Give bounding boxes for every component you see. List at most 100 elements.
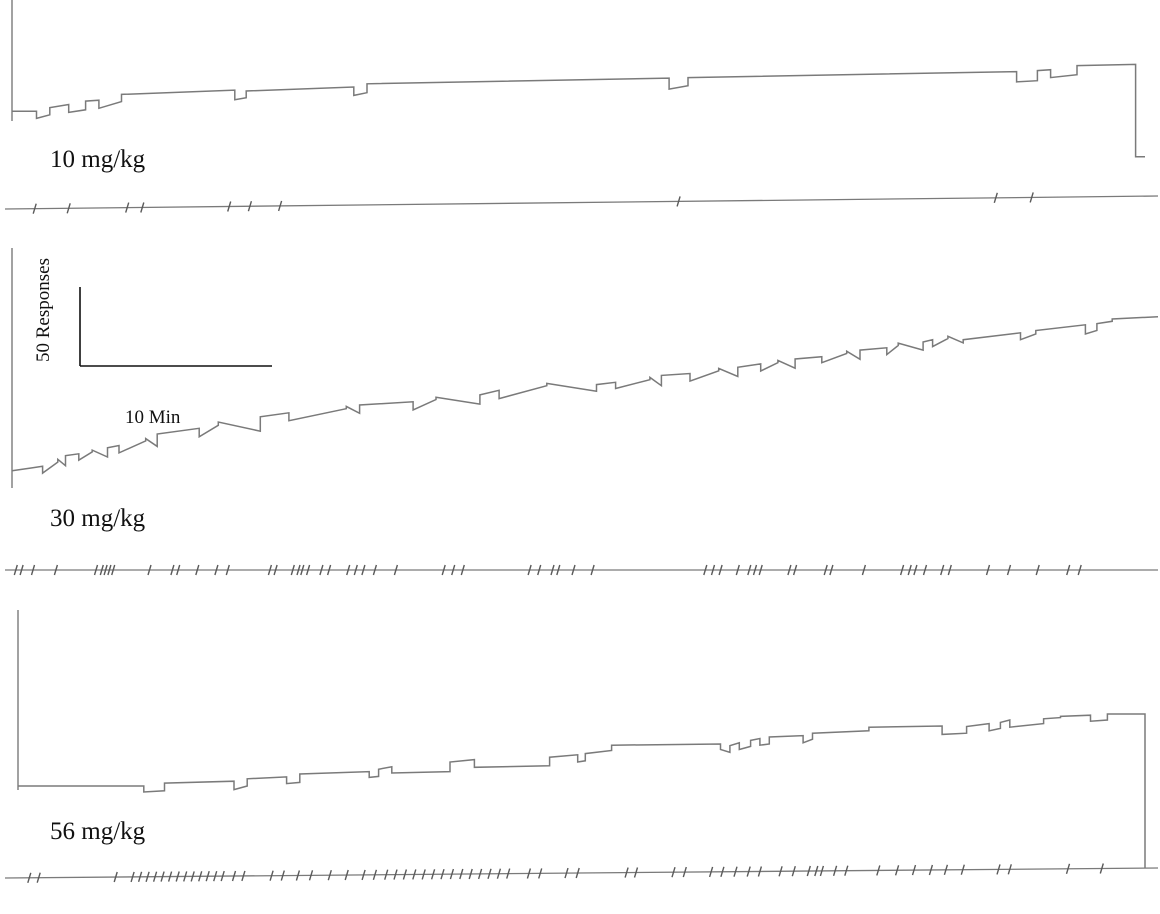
- panel-3-event-mark: [183, 871, 188, 882]
- panel-2-event-mark: [305, 564, 311, 576]
- panel-3-event-line: [4, 867, 1159, 879]
- panel-2-event-mark: [393, 564, 399, 576]
- panel-3-event-mark: [487, 868, 492, 880]
- panel-2-event-mark: [93, 564, 99, 576]
- panel-3-event-mark: [819, 865, 825, 877]
- panel-3-event-mark: [269, 870, 274, 881]
- panel-3-event-mark: [130, 871, 135, 883]
- panel-3-event-mark: [746, 866, 751, 877]
- panel-3-event-mark: [928, 864, 934, 876]
- panel-2-event-mark: [718, 564, 723, 576]
- panel-3-event-mark: [308, 870, 314, 881]
- panel-2-event-mark: [922, 564, 928, 576]
- panel-3-event-mark: [708, 866, 714, 878]
- panel-3-event-mark: [943, 864, 949, 876]
- panel-1-event-mark: [993, 192, 998, 204]
- panel-1-event-mark: [66, 203, 71, 214]
- panel-3-event-mark: [440, 868, 445, 880]
- panel-3-event-mark: [778, 866, 783, 877]
- panel-3-dose-label: 56 mg/kg: [50, 818, 146, 845]
- panel-2-event-mark: [13, 564, 18, 576]
- panel-3-cumulative-trace: [18, 713, 1146, 868]
- panel-1-event-mark: [1029, 192, 1034, 203]
- panel-3-event-mark: [468, 868, 473, 880]
- panel-1-event-mark: [125, 202, 130, 213]
- panel-2-cumulative-trace: [11, 315, 1159, 475]
- panel-2-event-mark: [225, 564, 230, 576]
- panel-3-event-mark: [213, 870, 218, 882]
- panel-3-event-mark: [538, 868, 543, 879]
- panel-3-event-mark: [733, 866, 738, 877]
- panel-2-event-mark: [460, 564, 465, 576]
- panel-1-event-mark: [140, 202, 145, 213]
- panel-3-event-mark: [241, 870, 246, 882]
- panel-2-event-mark: [947, 564, 952, 576]
- panel-3-event-mark: [167, 871, 173, 882]
- panel-2-event-mark: [103, 564, 108, 576]
- panel-2-event-mark: [710, 564, 716, 576]
- panel-3-event-mark: [791, 865, 796, 877]
- panel-1-dose-label: 10 mg/kg: [50, 146, 146, 173]
- panel-2-event-mark: [147, 564, 152, 576]
- panel-3-event-mark: [844, 865, 849, 876]
- panel-3-event-mark: [36, 872, 41, 883]
- panel-3-event-mark: [361, 869, 366, 881]
- scale-bar-y-label: 50 Responses: [33, 258, 54, 362]
- panel-3-event-mark: [160, 871, 165, 882]
- panel-2-event-mark: [913, 564, 918, 576]
- panel-3-event-mark: [295, 870, 301, 881]
- panel-3-event-mark: [832, 865, 838, 877]
- panel-1-event-mark: [676, 196, 681, 207]
- panel-3-event-mark: [564, 867, 569, 879]
- panel-2-event-mark: [214, 564, 219, 576]
- panel-2-event-mark: [107, 564, 112, 576]
- panel-3-event-mark: [231, 870, 237, 882]
- panel-3-event-mark: [412, 869, 417, 880]
- panel-1-event-mark: [247, 200, 253, 212]
- panel-2-event-mark: [537, 564, 542, 576]
- panel-2-event-mark: [703, 564, 708, 576]
- panel-3-event-mark: [220, 870, 225, 882]
- panel-2-event-mark: [267, 564, 273, 576]
- panel-3-event-mark: [384, 869, 389, 880]
- panel-2-event-mark: [940, 564, 945, 576]
- panel-2-event-mark: [758, 564, 763, 576]
- panel-3-event-mark: [280, 870, 285, 881]
- panel-2-event-mark: [823, 564, 828, 576]
- panel-3-event-mark: [960, 864, 965, 875]
- panel-3-event-mark: [327, 869, 332, 881]
- panel-2-event-mark: [1077, 564, 1082, 576]
- panel-2-event-mark: [346, 564, 351, 576]
- panel-2-event-mark: [787, 564, 792, 576]
- panel-3-event-mark: [806, 865, 811, 877]
- panel-3-event-mark: [526, 868, 532, 879]
- panel-3-event-mark: [113, 871, 118, 883]
- panel-3-event-mark: [624, 867, 629, 878]
- panel-3-event-mark: [145, 871, 150, 883]
- panel-3-event-mark: [496, 868, 502, 879]
- panel-3-event-mark: [911, 864, 917, 876]
- panel-3-event-mark: [27, 872, 32, 884]
- panel-2-event-mark: [296, 564, 301, 576]
- panel-2-event-mark: [441, 564, 446, 576]
- panel-2-event-mark: [590, 564, 595, 576]
- panel-2-dose-label: 30 mg/kg: [50, 505, 146, 532]
- panel-3-event-mark: [402, 869, 408, 880]
- panel-2-event-mark: [527, 564, 532, 576]
- panel-1-event-line: [4, 195, 1159, 210]
- panel-1-cumulative-trace: [12, 63, 1145, 158]
- panel-2-event-mark: [735, 564, 740, 576]
- panel-3-event-mark: [175, 871, 180, 882]
- panel-3-event-mark: [344, 869, 349, 881]
- panel-2-event-mark: [985, 564, 991, 576]
- panel-2-event-mark: [53, 564, 59, 576]
- panel-3-event-mark: [137, 871, 143, 883]
- panel-1-event-mark: [227, 201, 232, 212]
- panel-3-event-mark: [894, 865, 900, 876]
- panel-2-event-mark: [290, 564, 295, 576]
- panel-2-event-mark: [361, 564, 366, 576]
- panel-2-event-mark: [326, 564, 332, 576]
- panel-3-event-mark: [459, 868, 464, 880]
- panel-3-event-mark: [633, 867, 639, 878]
